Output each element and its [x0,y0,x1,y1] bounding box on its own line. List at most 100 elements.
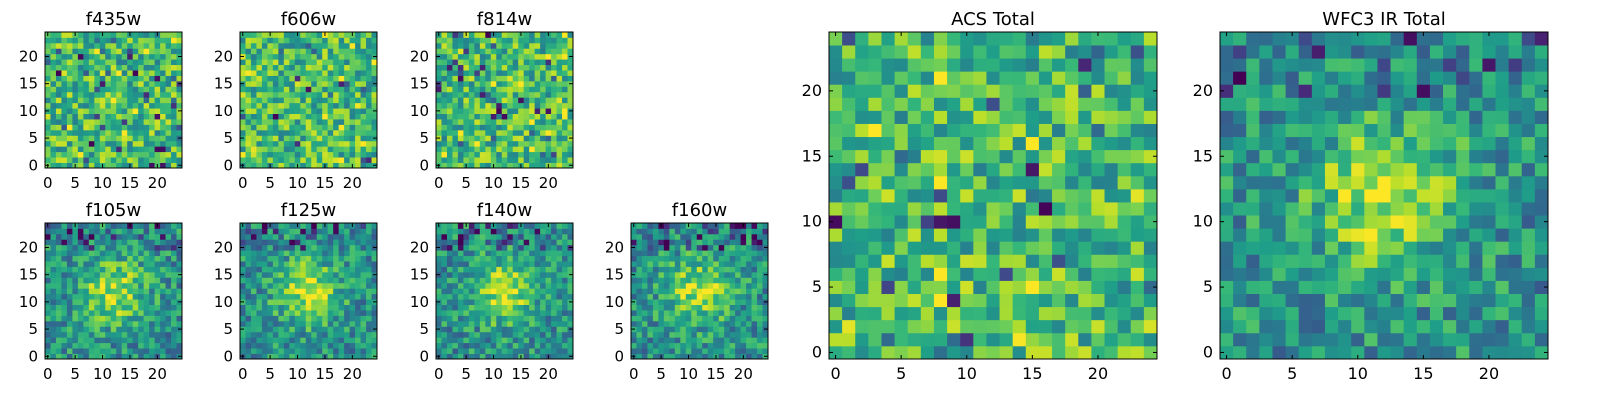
heatmap-cell [250,32,257,38]
heatmap-cell [143,244,150,251]
heatmap-cell [149,80,155,87]
heatmap-cell [121,326,128,333]
heatmap-cell [441,37,448,44]
heatmap-cell [556,59,563,66]
heatmap-cell [490,48,497,55]
heatmap-cell [138,151,145,158]
heatmap-cell [245,135,252,142]
heatmap-cell [523,310,530,316]
heatmap-cell [165,255,172,262]
heatmap-cell [160,70,166,76]
heatmap-cell [138,293,145,300]
heatmap-cell [333,102,340,109]
heatmap-cell [355,228,361,235]
heatmap-cell [61,288,68,295]
heatmap-cell [132,223,139,229]
heatmap-cell [94,32,101,38]
heatmap-cell [658,326,665,333]
heatmap-cell [88,140,95,147]
heatmap-cell [110,255,117,262]
heatmap-cell [45,157,51,163]
heatmap-cell [496,151,503,158]
heatmap-cell [338,75,345,82]
heatmap-cell [490,337,497,344]
heatmap-cell [490,348,497,354]
heatmap-cell [355,299,361,305]
heatmap-cell [545,37,552,44]
heatmap-cell [143,75,150,82]
heatmap-cell [551,304,557,311]
heatmap-cell [540,59,546,66]
heatmap-cell [371,140,378,147]
heatmap-cell [562,32,568,38]
heatmap-cell [154,342,161,349]
heatmap-cell [674,261,681,267]
heatmap-cell [647,353,654,360]
heatmap-cell [529,124,536,131]
heatmap-cell [267,310,274,316]
heatmap-cell [50,331,57,338]
heatmap-cell [551,37,557,44]
heatmap-cell [960,332,974,347]
heatmap-cell [143,239,150,246]
heatmap-cell [250,326,257,333]
heatmap-cell [289,124,296,131]
heatmap-cell [551,151,557,158]
heatmap-cell [160,157,166,163]
heatmap-cell [294,97,301,104]
heatmap-cell [61,129,68,136]
heatmap-cell [507,353,514,360]
heatmap-cell [490,97,497,104]
heatmap-cell [501,320,508,327]
heatmap-cell [829,319,843,334]
heatmap-cell [45,315,51,322]
heatmap-cell [355,304,361,311]
heatmap-cell [485,348,492,354]
heatmap-cell [355,97,361,104]
heatmap-cell [529,70,536,76]
heatmap-cell [631,282,637,289]
heatmap-cell [479,228,486,235]
heatmap-cell [551,135,557,142]
heatmap-cell [272,261,279,267]
heatmap-cell [1117,332,1132,347]
heatmap-cell [529,277,536,284]
heatmap-cell [751,255,758,262]
heatmap-cell [713,261,720,267]
x-tick-label: 20 [343,365,362,383]
heatmap-cell [83,337,90,344]
heatmap-cell [88,146,95,153]
heatmap-cell [305,250,312,257]
heatmap-cell [669,337,676,344]
heatmap-cell [289,140,296,147]
heatmap-cell [316,320,323,327]
heatmap-cell [289,255,296,262]
heatmap-cell [485,37,492,44]
heatmap-cell [278,80,285,87]
heatmap-cell [349,233,356,240]
heatmap-cell [322,255,329,262]
heatmap-cell [311,80,318,87]
heatmap-cell [507,80,514,87]
heatmap-cell [973,254,987,268]
heatmap-cell [446,239,453,246]
heatmap-cell [707,299,714,305]
heatmap-cell [518,64,525,71]
heatmap-cell [529,326,536,333]
heatmap-cell [149,42,155,49]
heatmap-cell [724,239,731,246]
heatmap-cell [289,223,296,229]
heatmap-cell [110,119,117,125]
heatmap-cell [501,97,508,104]
heatmap-cell [485,342,492,349]
heatmap-cell [496,146,503,153]
heatmap-cell [110,277,117,284]
heatmap-cell [289,288,296,295]
heatmap-cell [305,353,312,360]
heatmap-cell [278,342,285,349]
heatmap-cell [72,337,79,344]
heatmap-cell [94,261,101,267]
heatmap-cell [545,337,552,344]
